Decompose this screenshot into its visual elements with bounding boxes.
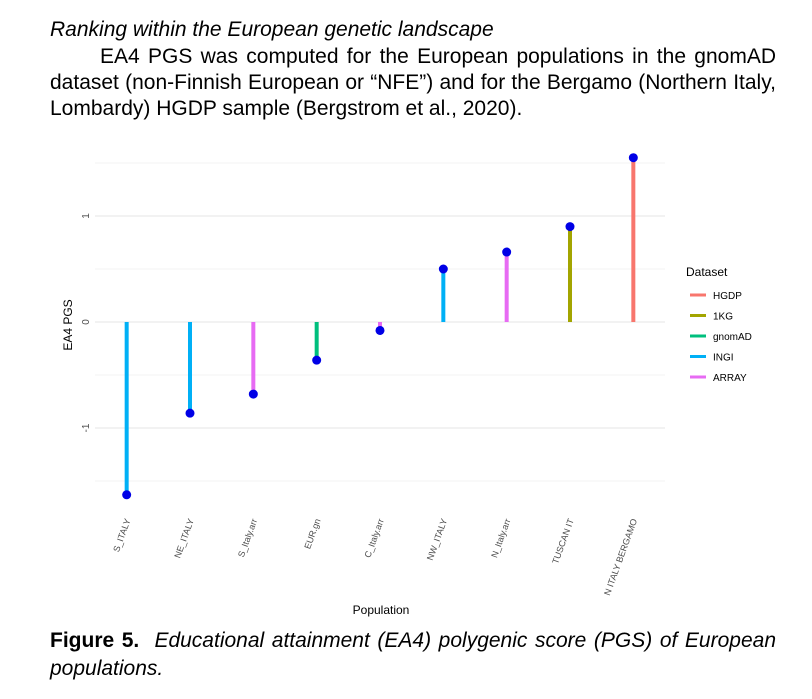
y-tick-label: 1 bbox=[81, 213, 92, 219]
x-tick-label: N ITALY BERGAMO bbox=[602, 517, 639, 597]
point-eur-gn bbox=[312, 355, 322, 365]
x-tick-label: EUR.gn bbox=[302, 517, 322, 550]
point-n-italy-bergamo bbox=[628, 153, 638, 163]
y-tick-label: 0 bbox=[81, 319, 92, 325]
y-tick-label: -1 bbox=[81, 423, 92, 432]
caption-text: Educational attainment (EA4) polygenic s… bbox=[50, 629, 776, 680]
x-tick-label: N_Italy.arr bbox=[489, 517, 512, 559]
point-ne-italy bbox=[185, 408, 195, 418]
legend-title: Dataset bbox=[686, 265, 728, 279]
x-tick-label: S_Italy.arr bbox=[236, 517, 259, 558]
x-tick-label: TUSCAN IT bbox=[550, 517, 576, 566]
legend-label-gnomad: gnomAD bbox=[713, 332, 752, 343]
x-tick-label: C_Italy.arr bbox=[363, 517, 386, 559]
legend: Dataset HGDP 1KG gnomAD INGI ARRAY bbox=[686, 265, 752, 384]
point-c-italy-arr bbox=[375, 325, 385, 335]
point-nw-italy bbox=[438, 264, 448, 274]
x-tick-label: NW_ITALY bbox=[425, 517, 449, 561]
point-n-italy-arr bbox=[502, 247, 512, 257]
lollipop-stems bbox=[124, 157, 636, 495]
y-axis: -1 0 1 bbox=[81, 213, 92, 433]
lollipop-chart: -1 0 1 S_ITALY NE_ITALY S_Italy.arr EUR.gn C_I… bbox=[61, 153, 752, 617]
point-s-italy bbox=[122, 490, 132, 500]
legend-label-hgdp: HGDP bbox=[713, 291, 742, 302]
intro-paragraph: EA4 PGS was computed for the European po… bbox=[50, 45, 776, 120]
point-s-italy-arr bbox=[248, 389, 258, 399]
x-tick-label: NE_ITALY bbox=[172, 517, 195, 559]
figure-caption: Figure 5. Educational attainment (EA4) p… bbox=[50, 627, 776, 683]
y-axis-label: EA4 PGS bbox=[61, 299, 75, 350]
caption-label: Figure 5. bbox=[50, 629, 140, 652]
section-heading: Ranking within the European genetic land… bbox=[50, 18, 494, 41]
x-tick-label: S_ITALY bbox=[111, 517, 132, 553]
x-axis-tick-labels: S_ITALY NE_ITALY S_Italy.arr EUR.gn C_Italy.… bbox=[111, 517, 639, 597]
legend-label-array: ARRAY bbox=[713, 373, 747, 384]
legend-label-ingi: INGI bbox=[713, 353, 734, 364]
lollipop-points bbox=[122, 153, 638, 500]
x-axis-label: Population bbox=[353, 603, 410, 617]
legend-label-1kg: 1KG bbox=[713, 312, 733, 323]
point-tuscan-it bbox=[565, 222, 575, 232]
